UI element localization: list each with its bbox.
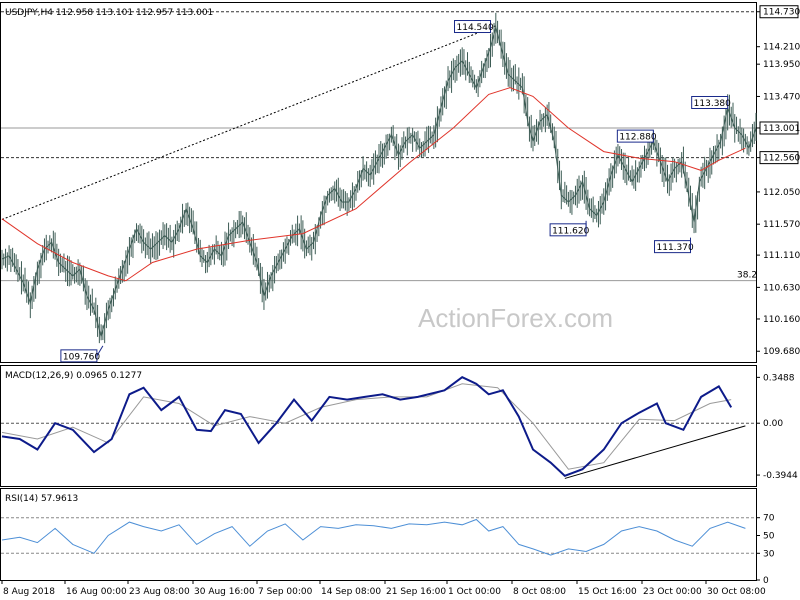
x-axis: 8 Aug 2018 16 Aug 00:00 23 Aug 08:00 30 Aug… (1, 580, 766, 597)
x-tick-label: 15 Oct 16:00 (578, 587, 637, 597)
macd-trendline (564, 425, 746, 479)
rsi-axis: 70 50 30 0 (756, 514, 775, 586)
price-tick-label: 113.001 (763, 124, 800, 134)
macd-line (1, 376, 733, 477)
macd-panel-frame (0, 365, 757, 487)
x-tick-label: 16 Aug 00:00 (66, 587, 127, 597)
price-tick-label: 110.630 (763, 283, 800, 293)
price-tick-label: 110.160 (763, 315, 800, 325)
macd-tick-label: 0.00 (763, 419, 783, 429)
macd-panel-title: MACD(12,26,9) 0.0965 0.1277 (5, 371, 142, 381)
macd-signal-line (1, 383, 732, 470)
x-tick-label: 21 Sep 16:00 (386, 587, 446, 597)
x-tick-label: 14 Sep 08:00 (321, 587, 381, 597)
rsi-levels (1, 517, 756, 554)
price-tick-label: 109.680 (763, 347, 800, 357)
price-tick-label: 114.730 (763, 8, 800, 18)
ma-line (1, 87, 746, 282)
annotation-111.620: 111.620 (549, 220, 590, 237)
annotation-label: 111.370 (657, 243, 694, 253)
rsi-tick-label: 70 (763, 514, 775, 524)
annotation-box (616, 129, 654, 143)
moving-average (1, 87, 746, 282)
annotation-109.760: 109.760 (60, 345, 104, 363)
rsi-panel-frame (0, 488, 757, 581)
rsi-line (1, 518, 746, 556)
price-tick-label: 114.210 (763, 43, 800, 53)
price-series (1, 12, 757, 344)
rsi-panel-title: RSI(14) 57.9613 (5, 494, 78, 504)
macd-lines (1, 376, 746, 479)
price-tick-label: 112.560 (763, 154, 800, 164)
x-tick-label: 30 Aug 16:00 (194, 587, 255, 597)
fib-level-label: 38.2 (737, 271, 757, 281)
x-tick-label: 23 Aug 08:00 (129, 587, 190, 597)
macd-axis: 0.3488 0.00 -0.3944 (756, 373, 798, 481)
x-tick-label: 1 Oct 00:00 (448, 587, 501, 597)
price-trendline (1, 25, 496, 220)
price-panel-title: USDJPY,H4 112.958 113.101 112.957 113.00… (5, 8, 213, 18)
x-tick-label: 30 Oct 08:00 (707, 587, 766, 597)
annotation-label: 112.880 (619, 133, 656, 143)
annotation-111.370: 111.370 (654, 237, 694, 254)
price-annotations: 114.540 113.380 112.880 111.620 111.370 109.7… (60, 20, 731, 363)
watermark: ActionForex.com (418, 303, 613, 333)
rsi-tick-label: 50 (763, 532, 775, 542)
annotation-label: 109.760 (63, 352, 100, 362)
annotation-113.380: 113.380 (691, 95, 731, 109)
price-tag-box (759, 151, 799, 165)
x-tick-label: 8 Oct 08:00 (513, 587, 566, 597)
price-close-line (1, 25, 757, 339)
resistance-trendline (1, 25, 496, 220)
price-tick-label: 113.470 (763, 92, 800, 102)
price-tag-box (759, 5, 799, 19)
price-tick-label: 111.110 (763, 251, 800, 261)
price-tick-label: 112.050 (763, 188, 800, 198)
annotation-label: 113.380 (694, 99, 731, 109)
price-tag-box (759, 121, 799, 135)
annotation-box (691, 95, 729, 109)
price-tick-label: 111.570 (763, 220, 800, 230)
x-tick-label: 23 Oct 00:00 (643, 587, 702, 597)
rsi-tick-label: 0 (763, 576, 769, 586)
macd-tick-label: -0.3944 (763, 471, 798, 481)
price-axis: 114.730 114.210 113.950 113.470 113.001 112.5… (756, 5, 800, 357)
price-panel-frame (0, 2, 757, 363)
annotation-112.880: 112.880 (616, 129, 657, 143)
price-tick-label: 113.950 (763, 60, 800, 70)
macd-tick-label: 0.3488 (763, 373, 795, 383)
annotation-leader (96, 345, 104, 357)
annotation-114.540: 114.540 (454, 20, 494, 34)
x-tick-label: 8 Aug 2018 (3, 587, 55, 597)
annotation-label: 114.540 (457, 23, 494, 33)
x-tick-label: 7 Sep 00:00 (258, 587, 313, 597)
rsi-line (1, 518, 746, 556)
annotation-label: 111.620 (552, 226, 589, 236)
rsi-tick-label: 30 (763, 549, 775, 559)
